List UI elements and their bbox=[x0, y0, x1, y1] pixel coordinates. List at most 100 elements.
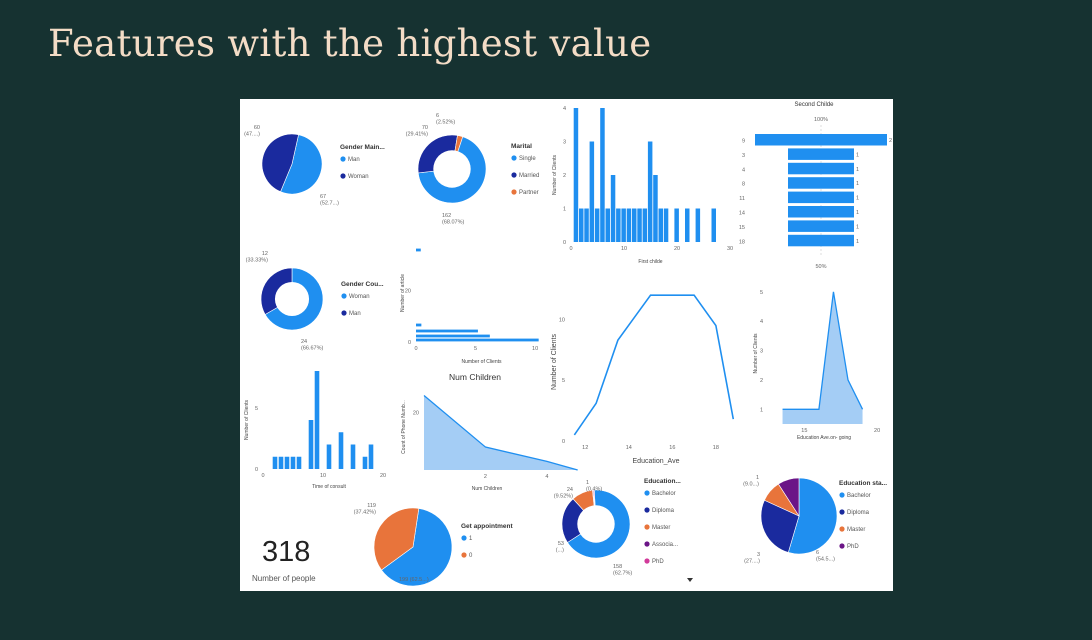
gender-cou-legend-title: Gender Cou... bbox=[341, 281, 384, 288]
education-sta-data-label: 6 (54.5...) bbox=[816, 550, 835, 563]
gender-cou-data-label: 12 (33.33%) bbox=[246, 251, 268, 264]
second-childe-title: Second Childe bbox=[794, 102, 834, 108]
education-legend-item: PhD bbox=[652, 559, 664, 565]
gender-cou-donut-hole bbox=[274, 281, 310, 317]
gender-main-legend-marker bbox=[340, 156, 346, 162]
time-of-consult-bar bbox=[290, 456, 296, 469]
education-on-going-line bbox=[782, 291, 864, 410]
education-ave-y-label: Number of Clients bbox=[551, 333, 558, 390]
first-childe-y-tick: 0 bbox=[563, 240, 566, 246]
gender-cou-legend-marker bbox=[341, 310, 347, 316]
get-appointment-legend-title: Get appointment bbox=[461, 523, 513, 530]
first-childe-bar bbox=[632, 208, 637, 242]
get-appointment-data-label: 119 (37.42%) bbox=[354, 503, 376, 516]
time-of-consult-bar bbox=[308, 420, 314, 469]
people-count-label: Number of people bbox=[252, 574, 316, 583]
first-childe-x-tick: 20 bbox=[674, 246, 680, 252]
second-childe-category: 4 bbox=[742, 167, 745, 173]
second-childe-bar bbox=[788, 234, 854, 247]
num-clients-article-y-label: Number of article bbox=[400, 274, 406, 312]
first-childe-y-tick: 4 bbox=[563, 106, 566, 112]
num-clients-article-bar bbox=[416, 334, 490, 338]
education-on-going-y-tick: 4 bbox=[760, 319, 763, 325]
second-childe-category: 14 bbox=[739, 211, 745, 217]
second-childe-bar bbox=[788, 148, 854, 160]
marital-data-label: 6 (2.52%) bbox=[436, 113, 455, 126]
first-childe-bar bbox=[695, 208, 701, 242]
education-legend-item: Associa... bbox=[652, 542, 678, 548]
num-children-y-tick: 20 bbox=[413, 411, 419, 417]
education-sta-data-label: 3 (27....) bbox=[744, 552, 760, 565]
education-data-label: 53 (...) bbox=[556, 541, 564, 554]
marital-legend-marker bbox=[511, 189, 517, 195]
num-clients-article-bar bbox=[416, 248, 421, 252]
gender-cou-data-label: 24 (66.67%) bbox=[301, 339, 323, 352]
education-legend-title: Education... bbox=[644, 478, 681, 485]
first-childe-bar bbox=[600, 108, 605, 242]
education-sta-legend-marker bbox=[839, 543, 845, 549]
second-childe-value: 1 bbox=[856, 196, 859, 202]
education-ave-x-tick: 18 bbox=[713, 445, 719, 451]
second-childe-value: 1 bbox=[856, 239, 859, 245]
education-sta-legend-item: Diploma bbox=[847, 510, 870, 516]
education-sta-legend-marker bbox=[839, 492, 845, 498]
second-childe-value: 1 bbox=[856, 210, 859, 216]
second-childe-value: 1 bbox=[856, 181, 859, 187]
second-childe-bar bbox=[788, 220, 854, 232]
education-data-label: 158 (62.7%) bbox=[613, 564, 632, 577]
education-sta-legend-item: PhD bbox=[847, 544, 859, 550]
education-sta-legend-marker bbox=[839, 526, 845, 532]
education-on-going-x-tick: 15 bbox=[801, 428, 807, 434]
time-of-consult-bar bbox=[278, 456, 284, 469]
get-appointment-legend-item: 0 bbox=[469, 553, 473, 559]
first-childe-bar bbox=[605, 208, 610, 242]
num-clients-article-y-tick: 0 bbox=[408, 340, 411, 346]
gender-cou-legend-item: Woman bbox=[349, 294, 370, 300]
first-childe-x-label: First childe bbox=[638, 259, 662, 265]
get-appointment-legend-marker bbox=[461, 552, 467, 558]
num-clients-article-x-tick: 0 bbox=[414, 346, 417, 352]
first-childe-bar bbox=[653, 175, 658, 242]
num-children-area bbox=[424, 395, 578, 470]
second-childe-value: 1 bbox=[856, 224, 859, 230]
education-on-going-area bbox=[782, 291, 863, 424]
num-clients-article-bar bbox=[416, 329, 478, 333]
num-children-line bbox=[423, 394, 578, 471]
education-sta-legend-item: Master bbox=[847, 527, 865, 533]
first-childe-bar bbox=[616, 208, 621, 242]
first-childe-bar bbox=[647, 141, 653, 242]
num-children-x-tick: 4 bbox=[545, 474, 548, 480]
first-childe-bar bbox=[573, 108, 579, 242]
education-ave-line bbox=[573, 294, 735, 436]
education-ave-x-tick: 16 bbox=[669, 445, 675, 451]
gender-main-slice-man bbox=[280, 134, 323, 195]
second-childe-bar bbox=[755, 134, 887, 146]
education-ave-y-tick: 10 bbox=[559, 317, 565, 323]
second-childe-value: 2 bbox=[889, 138, 892, 144]
gender-cou-legend-marker bbox=[341, 293, 347, 299]
first-childe-bar bbox=[610, 175, 616, 242]
first-childe-y-tick: 1 bbox=[563, 207, 566, 213]
education-ave-x-tick: 14 bbox=[626, 445, 632, 451]
first-childe-y-tick: 2 bbox=[563, 173, 566, 179]
people-count-value: 318 bbox=[262, 536, 310, 568]
education-sta-slice-phd bbox=[778, 477, 800, 518]
education-legend-marker bbox=[644, 490, 650, 496]
education-legend-marker bbox=[644, 507, 650, 513]
education-ave-x-tick: 12 bbox=[582, 445, 588, 451]
first-childe-bar bbox=[621, 208, 626, 242]
first-childe-bar bbox=[674, 208, 679, 242]
time-of-consult-bar bbox=[296, 456, 302, 469]
education-legend-item: Bachelor bbox=[652, 491, 676, 497]
education-on-going-y-tick: 3 bbox=[760, 349, 763, 355]
time-of-consult-bar bbox=[314, 371, 320, 469]
education-legend-marker bbox=[644, 541, 650, 547]
second-childe-category: 15 bbox=[739, 225, 745, 231]
marital-data-label: 162 (68.07%) bbox=[442, 213, 464, 226]
second-childe-bar bbox=[788, 206, 854, 218]
time-of-consult-x-tick: 20 bbox=[380, 473, 386, 479]
first-childe-x-tick: 0 bbox=[569, 246, 572, 252]
second-childe-category: 9 bbox=[742, 139, 745, 145]
slide-title: Features with the highest value bbox=[48, 22, 652, 65]
num-clients-article-y-tick: 20 bbox=[405, 288, 411, 294]
